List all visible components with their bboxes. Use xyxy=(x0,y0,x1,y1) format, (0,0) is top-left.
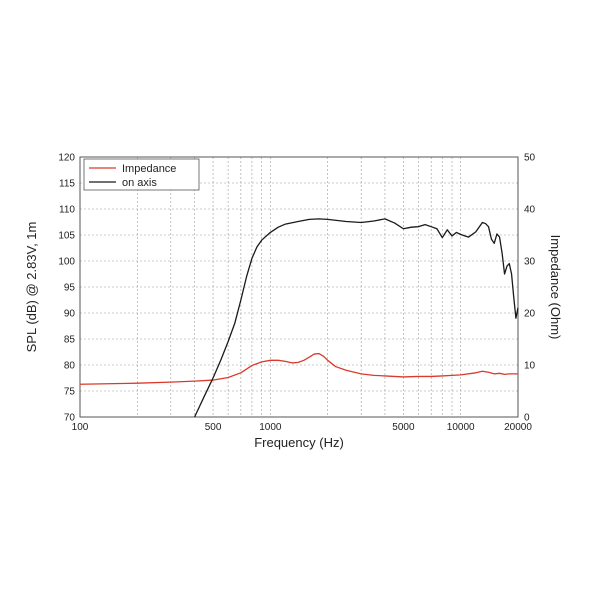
y-left-tick-label: 115 xyxy=(59,179,75,190)
x-tick-label: 1000 xyxy=(259,422,282,433)
x-tick-label: 20000 xyxy=(504,422,532,433)
y-left-tick-label: 95 xyxy=(64,283,76,294)
x-axis-title: Frequency (Hz) xyxy=(254,435,344,450)
y-left-tick-label: 110 xyxy=(59,205,75,216)
legend-label-impedance: Impedance xyxy=(122,163,176,175)
y-axis-right-title: Impedance (Ohm) xyxy=(548,235,563,340)
legend-label-on-axis: on axis xyxy=(122,177,157,189)
y-left-tick-label: 100 xyxy=(58,257,75,268)
series-line-impedance xyxy=(79,352,518,385)
series-line-on-axis xyxy=(194,218,519,418)
series-lines xyxy=(79,218,519,418)
x-tick-label: 500 xyxy=(205,422,222,433)
y-right-tick-label: 10 xyxy=(524,361,536,372)
x-tick-label: 5000 xyxy=(392,422,415,433)
y-left-tick-label: 120 xyxy=(58,153,75,164)
plot-frame xyxy=(79,156,519,418)
y-right-tick-label: 30 xyxy=(524,257,536,268)
tick-labels: 100 500 1000 5000 10000 200007075808590951001… xyxy=(58,153,535,434)
y-axis-left-title: SPL (dB) @ 2.83V, 1m xyxy=(24,222,39,353)
grid-lines xyxy=(80,157,518,417)
y-left-tick-label: 90 xyxy=(64,309,76,320)
y-left-tick-label: 75 xyxy=(64,387,76,398)
plot-area-border xyxy=(79,156,519,418)
y-right-tick-label: 20 xyxy=(524,309,536,320)
y-right-tick-label: 50 xyxy=(524,153,536,164)
x-tick-label: 100 xyxy=(72,422,89,433)
legend: Impedance on axis xyxy=(83,158,200,191)
y-right-tick-label: 40 xyxy=(524,205,536,216)
legend-box xyxy=(83,158,200,191)
y-left-tick-label: 85 xyxy=(64,335,76,346)
y-left-tick-label: 70 xyxy=(64,413,76,424)
x-tick-label: 10000 xyxy=(447,422,475,433)
y-left-tick-label: 105 xyxy=(58,231,75,242)
y-right-tick-label: 0 xyxy=(524,413,530,424)
y-left-tick-label: 80 xyxy=(64,361,76,372)
